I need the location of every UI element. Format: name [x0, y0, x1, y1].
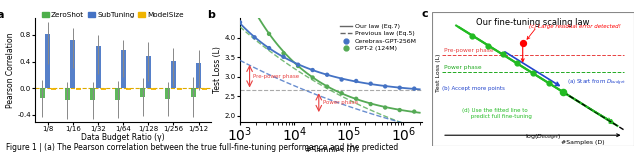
- Y-axis label: Test Loss (L): Test Loss (L): [213, 47, 222, 93]
- Point: [511, 62, 522, 64]
- Text: c: c: [422, 9, 429, 19]
- Bar: [45, 34, 51, 88]
- Bar: [65, 88, 70, 100]
- Point: [293, 65, 303, 67]
- Bar: [115, 88, 120, 100]
- Text: Pre-power phase: Pre-power phase: [253, 74, 299, 79]
- Bar: [152, 88, 156, 90]
- Point: [527, 72, 538, 74]
- Point: [293, 64, 303, 66]
- Bar: [101, 88, 106, 90]
- Point: [322, 74, 332, 76]
- Point: [264, 47, 274, 49]
- Text: Our fine-tuning scaling law: Our fine-tuning scaling law: [476, 17, 589, 26]
- Point: [322, 85, 332, 88]
- X-axis label: Data Budget Ratio (γ): Data Budget Ratio (γ): [81, 133, 165, 142]
- Legend: Our law (Eq.7), Previous law (Eq.5), Cerebras-GPT-256M, GPT-2 (124M): Our law (Eq.7), Previous law (Eq.5), Cer…: [338, 21, 419, 54]
- Bar: [177, 88, 182, 90]
- Text: Pre-power phase: Pre-power phase: [444, 48, 493, 53]
- Point: [250, 10, 260, 12]
- Point: [558, 91, 568, 93]
- Bar: [140, 88, 145, 97]
- Point: [235, 21, 245, 24]
- Bar: [121, 50, 125, 88]
- Bar: [202, 88, 207, 90]
- Point: [278, 56, 289, 58]
- Text: a: a: [0, 10, 4, 20]
- Bar: [90, 88, 95, 100]
- Point: [558, 91, 568, 93]
- Point: [467, 34, 477, 37]
- Point: [518, 42, 528, 44]
- Text: #Samples (D): #Samples (D): [561, 140, 605, 145]
- Text: Test Loss (L): Test Loss (L): [436, 53, 440, 92]
- Point: [395, 86, 405, 89]
- Bar: [95, 46, 100, 88]
- Bar: [126, 88, 131, 90]
- Bar: [70, 40, 76, 88]
- Point: [337, 78, 347, 81]
- Text: (b) Accept more points: (b) Accept more points: [442, 86, 505, 91]
- Point: [307, 69, 317, 71]
- Point: [337, 92, 347, 94]
- Bar: [196, 63, 201, 88]
- Point: [380, 106, 390, 109]
- Text: $\log(D_{budget})$: $\log(D_{budget})$: [525, 133, 561, 143]
- Point: [351, 80, 361, 82]
- Y-axis label: Pearson Correlation: Pearson Correlation: [6, 32, 15, 108]
- Text: Figure 1 | (a) The Pearson correlation between the true full-fine-tuning perform: Figure 1 | (a) The Pearson correlation b…: [6, 143, 399, 152]
- Bar: [76, 88, 81, 90]
- Point: [264, 33, 274, 35]
- Text: (a) Start from $D_{budget}$: (a) Start from $D_{budget}$: [567, 78, 627, 88]
- X-axis label: #Samples (D): #Samples (D): [305, 146, 358, 152]
- Point: [307, 76, 317, 79]
- Point: [365, 103, 376, 105]
- Point: [351, 98, 361, 100]
- Point: [395, 109, 405, 111]
- Bar: [146, 56, 151, 88]
- Text: (c) Large residual error detected!: (c) Large residual error detected!: [529, 24, 621, 29]
- FancyBboxPatch shape: [432, 12, 634, 146]
- Text: b: b: [207, 10, 215, 20]
- Point: [483, 44, 493, 47]
- Point: [544, 82, 554, 85]
- Text: Power phase: Power phase: [444, 65, 482, 70]
- Point: [250, 36, 260, 38]
- Point: [409, 110, 419, 113]
- Text: (d) Use the fitted line to
     predict full fine-tuning: (d) Use the fitted line to predict full …: [462, 109, 532, 119]
- Legend: ZeroShot, SubTuning, ModelSize: ZeroShot, SubTuning, ModelSize: [39, 9, 187, 21]
- Point: [278, 52, 289, 54]
- Point: [365, 83, 376, 85]
- Point: [497, 53, 508, 56]
- Bar: [191, 88, 196, 97]
- Bar: [171, 61, 176, 88]
- Point: [409, 87, 419, 90]
- Bar: [40, 88, 45, 98]
- Text: Power phase: Power phase: [323, 100, 358, 105]
- Point: [380, 85, 390, 88]
- Bar: [166, 88, 170, 99]
- Bar: [51, 88, 56, 90]
